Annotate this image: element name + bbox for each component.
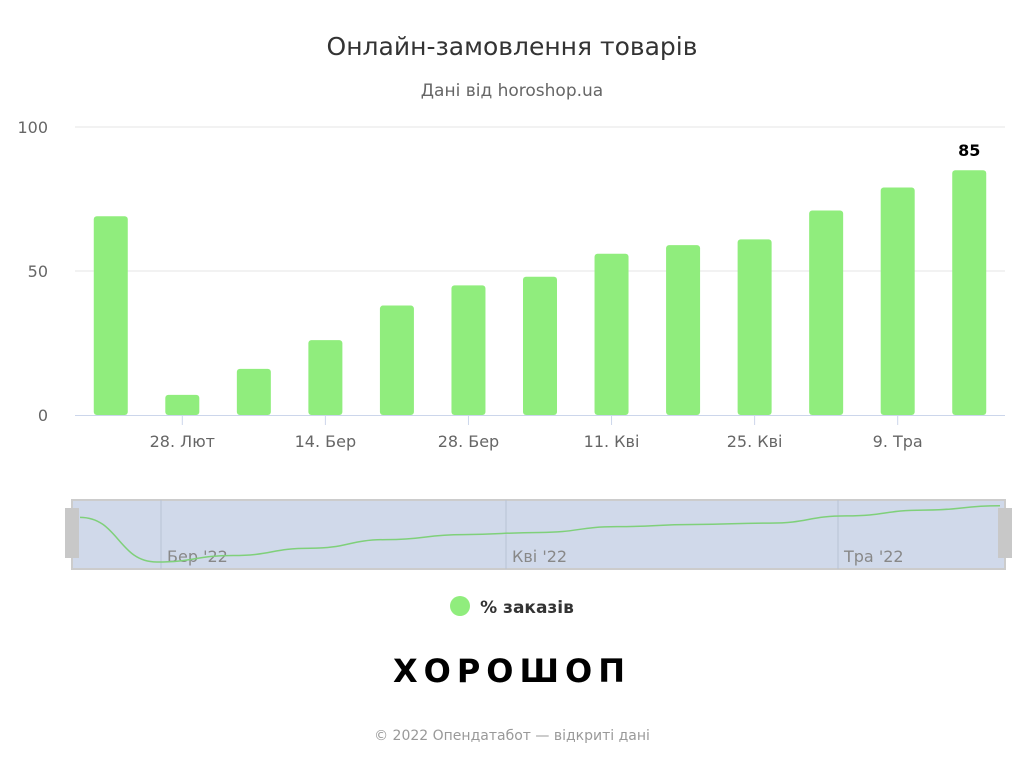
chart-title: Онлайн-замовлення товарів (326, 32, 698, 61)
bar (594, 253, 629, 415)
x-tick-label: 28. Бер (438, 432, 500, 451)
bar (165, 394, 200, 415)
bar (666, 245, 701, 415)
y-tick-label: 50 (28, 262, 48, 281)
x-tick-label: 11. Кві (584, 432, 640, 451)
x-tick-label: 9. Тра (873, 432, 923, 451)
bar (236, 368, 271, 415)
navigator-right-handle[interactable] (998, 508, 1012, 558)
bar (93, 216, 128, 415)
bar (880, 187, 915, 415)
navigator-range (71, 499, 1006, 570)
navigator-series-line (79, 505, 1001, 563)
x-tick-label: 14. Бер (295, 432, 357, 451)
navigator-label: Кві '22 (512, 547, 567, 566)
bar (308, 340, 343, 415)
legend-marker-icon (450, 596, 471, 616)
data-label: 85 (958, 141, 980, 160)
bar (952, 170, 987, 415)
credits: © 2022 Опендатабот — відкриті дані (374, 728, 650, 744)
x-tick-label: 28. Лют (150, 432, 215, 451)
chart-subtitle: Дані від horoshop.ua (420, 81, 604, 101)
bar (451, 285, 486, 415)
legend-label: % заказів (480, 598, 574, 618)
navigator-label: Тра '22 (843, 547, 904, 566)
logo: ХОРОШОП (392, 652, 632, 690)
chart-area: 0 50 100 85 28. Лют 14. Бер 28. Бер 11. Кві 25. … (17, 118, 1012, 570)
legend-item[interactable]: % заказів (0, 596, 1024, 618)
bar (809, 210, 844, 415)
bar (737, 239, 772, 415)
navigator-left-handle[interactable] (65, 508, 79, 558)
y-tick-label: 100 (17, 118, 48, 137)
x-tick-label: 25. Кві (727, 432, 783, 451)
y-tick-label: 0 (38, 406, 48, 425)
bar (379, 305, 414, 415)
bar (523, 276, 557, 415)
